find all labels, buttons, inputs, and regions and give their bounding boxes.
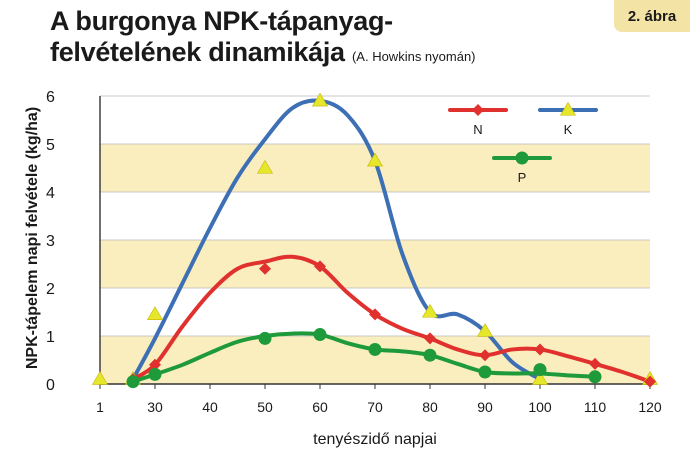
title-line-1: A burgonya NPK-tápanyag- — [50, 6, 393, 36]
y-tick-label: 0 — [46, 377, 55, 394]
legend-label-K: K — [564, 122, 573, 137]
data-point-P — [533, 363, 547, 377]
data-point-N — [424, 332, 436, 345]
series-line-P — [131, 331, 597, 384]
legend-label-N: N — [473, 122, 482, 137]
legend-marker-P — [515, 151, 529, 165]
y-tick-label: 1 — [46, 329, 55, 346]
x-tick-label: 40 — [202, 399, 218, 415]
grid-band — [100, 192, 650, 240]
chart-title: A burgonya NPK-tápanyag- felvételének di… — [50, 6, 476, 72]
x-tick-label: 50 — [257, 399, 273, 415]
data-point-P — [588, 370, 602, 384]
legend-marker-K — [559, 101, 577, 116]
grid-band — [100, 96, 650, 144]
series-line-K — [131, 98, 542, 382]
x-tick-label: 30 — [147, 399, 163, 415]
x-tick-label: 90 — [477, 399, 493, 415]
y-tick-label: 2 — [46, 281, 55, 298]
x-tick-label: 120 — [638, 399, 662, 415]
legend-label-P: P — [518, 170, 527, 185]
y-tick-label: 5 — [46, 137, 55, 154]
data-point-N — [149, 358, 161, 371]
data-point-N — [644, 375, 656, 388]
y-tick-label: 4 — [46, 185, 55, 202]
data-point-P — [148, 367, 162, 381]
data-point-N — [369, 308, 381, 321]
data-point-N — [479, 349, 491, 362]
title-line-2: felvételének dinamikája (A. Howkins nyom… — [50, 37, 476, 72]
x-axis-label: tenyészidő napjai — [313, 431, 437, 448]
data-point-K — [311, 92, 329, 107]
x-tick-label: 80 — [422, 399, 438, 415]
data-point-N — [259, 262, 271, 275]
legend-marker-N — [472, 104, 484, 116]
data-point-N — [534, 343, 546, 356]
data-point-K — [366, 152, 384, 167]
data-point-K — [476, 323, 494, 337]
data-point-K — [146, 306, 164, 320]
data-point-K — [256, 159, 274, 174]
y-tick-label: 3 — [46, 233, 55, 250]
data-point-P — [313, 328, 327, 342]
y-tick-label: 6 — [46, 89, 55, 106]
data-point-N — [314, 260, 326, 273]
data-point-P — [478, 365, 492, 379]
figure-badge: 2. ábra — [614, 0, 690, 32]
data-point-N — [589, 357, 601, 370]
x-tick-label: 70 — [367, 399, 383, 415]
title-source: (A. Howkins nyomán) — [351, 49, 476, 64]
x-tick-label: 100 — [528, 399, 552, 415]
data-point-K — [421, 303, 439, 318]
data-point-K — [91, 371, 109, 385]
x-tick-label: 60 — [312, 399, 328, 415]
title-line-2-text: felvételének dinamikája — [50, 37, 345, 67]
data-point-P — [368, 342, 382, 356]
series-line-N — [131, 254, 652, 384]
data-point-P — [258, 331, 272, 345]
data-point-K — [531, 371, 549, 385]
data-point-P — [126, 375, 140, 389]
grid-band — [100, 144, 650, 192]
x-tick-label: 110 — [584, 399, 607, 415]
data-point-P — [423, 348, 437, 362]
x-tick-label: 1 — [96, 399, 104, 415]
y-axis-label: NPK-tápelem napi felvétele (kg/ha) — [24, 107, 41, 369]
